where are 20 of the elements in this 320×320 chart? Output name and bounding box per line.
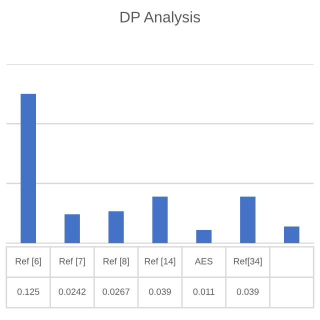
data-label: 0.125 [17, 288, 40, 295]
x-tick-label: Ref [6] [16, 258, 41, 266]
bar [152, 196, 168, 244]
data-label: 0.039 [149, 288, 171, 295]
data-label: 0.0267 [102, 288, 130, 295]
x-tick-label: Ref [8] [104, 258, 129, 266]
chart-title: DP Analysis [120, 11, 200, 26]
x-tick-label: Ref [7] [60, 258, 85, 266]
bar [196, 230, 212, 244]
data-label: 0.039 [236, 288, 259, 295]
bar [108, 211, 124, 244]
bar [64, 214, 80, 244]
bar [284, 226, 300, 244]
bar [240, 196, 256, 244]
x-tick-label: AES [194, 258, 213, 264]
data-label: 0.011 [193, 288, 214, 295]
x-tick-label: Ref[34] [234, 258, 262, 266]
x-tick-label: Ref [14] [144, 258, 176, 266]
data-label: 0.0242 [58, 288, 86, 295]
bar [20, 94, 36, 244]
